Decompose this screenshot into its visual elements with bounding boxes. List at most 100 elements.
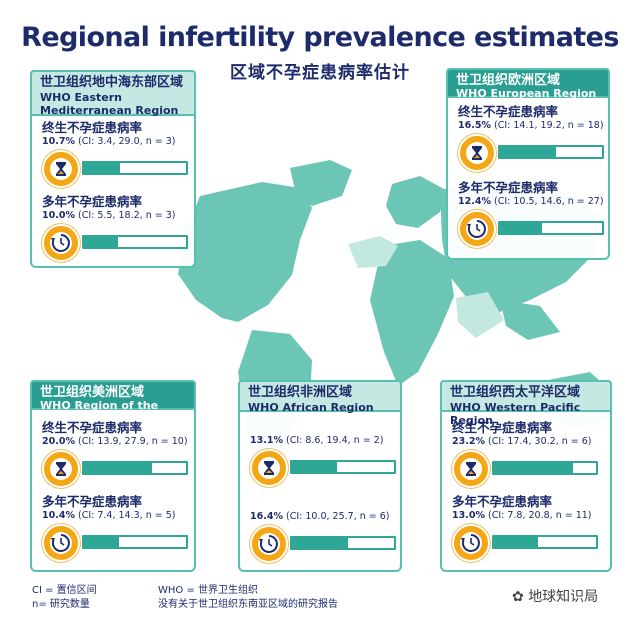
lifetime-stat: 终生不孕症患病率 10.7% (CI: 3.4, 29.0, n = 3) (42, 120, 188, 190)
stat-label: 多年不孕症患病率 (458, 180, 559, 195)
lifetime-stat: 终生不孕症患病率 20.0% (CI: 13.9, 27.9, n = 10) (42, 420, 188, 490)
region-header: 世卫组织欧洲区域 (446, 68, 610, 98)
stat-ci: (CI: 10.5, 14.6, n = 27) (494, 196, 604, 207)
region-name-en: WHO African Region (248, 401, 374, 414)
footnote-ci: CI = 置信区间 (32, 585, 97, 596)
lifetime-stat: 13.1% (CI: 8.6, 19.4, n = 2) (250, 434, 396, 489)
lifetime-stat: 终生不孕症患病率 23.2% (CI: 17.4, 30.2, n = 6) (452, 420, 602, 490)
region-header: 世卫组织地中海东部区域 WHO Eastern Mediterranean Re… (30, 70, 196, 117)
map-greenland (290, 160, 352, 206)
page-title: Regional infertility prevalence estimate… (21, 22, 619, 53)
wechat-icon: ✿ (512, 589, 524, 605)
stat-values: 16.5% (CI: 14.1, 19.2, n = 18) (458, 119, 604, 132)
region-card-americas: 世卫组织美洲区域 WHO Region of the Americas 终生不孕… (30, 380, 196, 572)
stat-label: 终生不孕症患病率 (42, 120, 143, 135)
prevalence-bar (492, 461, 598, 475)
page-subtitle: 区域不孕症患病率估计 (230, 63, 410, 83)
stat-percent: 16.5% (458, 120, 491, 131)
prevalence-bar (82, 161, 188, 175)
prevalence-bar-fill (292, 538, 348, 548)
region-name-zh: 世卫组织美洲区域 (40, 385, 145, 400)
stat-values: 13.0% (CI: 7.8, 20.8, n = 11) (452, 509, 602, 522)
stat-values: 16.4% (CI: 10.0, 25.7, n = 6) (250, 510, 392, 523)
footnote-notes: WHO = 世界卫生组织 没有关于世卫组织东南亚区域的研究报告 (158, 584, 338, 612)
map-europe (386, 176, 446, 228)
stat-values: 10.4% (CI: 7.4, 14.3, n = 5) (42, 509, 186, 522)
stat-ci: (CI: 7.8, 20.8, n = 11) (488, 510, 592, 521)
footnote-n: n= 研究数量 (32, 599, 90, 610)
region-name-zh: 世卫组织西太平洋区域 (450, 385, 581, 400)
prevalence-bar (290, 460, 396, 474)
stat-ci: (CI: 10.0, 25.7, n = 6) (286, 511, 390, 522)
stat-percent: 13.1% (250, 435, 283, 446)
region-card-eastern-mediterranean: 世卫组织地中海东部区域 WHO Eastern Mediterranean Re… (30, 70, 196, 268)
stat-ci: (CI: 8.6, 19.4, n = 2) (286, 435, 384, 446)
stat-percent: 16.4% (250, 511, 283, 522)
hourglass-icon (42, 450, 80, 488)
prevalence-bar-fill (84, 163, 121, 173)
prevalence-bar-fill (500, 147, 557, 157)
region-name-zh: 世卫组织欧洲区域 (456, 73, 561, 88)
stat-values: 20.0% (CI: 13.9, 27.9, n = 10) (42, 435, 188, 448)
prevalence-bar-fill (494, 463, 573, 473)
stat-ci: (CI: 13.9, 27.9, n = 10) (78, 436, 188, 447)
stat-percent: 10.7% (42, 136, 75, 147)
prevalence-bar-fill (500, 223, 543, 233)
watermark-text: 地球知识局 (528, 589, 599, 605)
stat-values: 23.2% (CI: 17.4, 30.2, n = 6) (452, 435, 602, 448)
clock-cycle-icon (42, 224, 80, 262)
multi-year-stat: 多年不孕症患病率 13.0% (CI: 7.8, 20.8, n = 11) (452, 494, 602, 564)
map-africa (370, 240, 454, 386)
region-name-en: WHO Eastern Mediterranean Region (40, 91, 179, 117)
stat-percent: 12.4% (458, 196, 491, 207)
prevalence-bar-fill (84, 237, 118, 247)
multi-year-stat: 多年不孕症患病率 10.4% (CI: 7.4, 14.3, n = 5) (42, 494, 188, 564)
multi-year-stat: 多年不孕症患病率 12.4% (CI: 10.5, 14.6, n = 27) (458, 180, 604, 250)
region-name-zh: 世卫组织非洲区域 (248, 385, 353, 400)
hourglass-icon (458, 134, 496, 172)
region-header: 世卫组织非洲区域 WHO African Region (238, 380, 402, 414)
clock-cycle-icon (42, 524, 80, 562)
prevalence-bar-fill (84, 537, 120, 547)
multi-year-stat: 16.4% (CI: 10.0, 25.7, n = 6) (250, 510, 396, 565)
footnote-abbreviations: CI = 置信区间 n= 研究数量 (32, 584, 97, 612)
prevalence-bar (82, 461, 188, 475)
stat-label: 终生不孕症患病率 (458, 104, 559, 119)
hourglass-icon (250, 449, 288, 487)
stat-values: 12.4% (CI: 10.5, 14.6, n = 27) (458, 195, 604, 208)
clock-cycle-icon (458, 210, 496, 248)
stat-label: 多年不孕症患病率 (452, 494, 553, 509)
watermark: ✿ 地球知识局 (512, 586, 598, 606)
stat-ci: (CI: 17.4, 30.2, n = 6) (488, 436, 592, 447)
hourglass-icon (452, 450, 490, 488)
multi-year-stat: 多年不孕症患病率 10.0% (CI: 5.5, 18.2, n = 3) (42, 194, 188, 264)
prevalence-bar (82, 535, 188, 549)
stat-values: 10.0% (CI: 5.5, 18.2, n = 3) (42, 209, 186, 222)
prevalence-bar-fill (494, 537, 539, 547)
map-southeast-asia (500, 300, 560, 340)
map-north-america (178, 182, 312, 322)
region-name-en: WHO Region of the Americas (40, 399, 159, 425)
region-card-western-pacific: 世卫组织西太平洋区域 WHO Western Pacific Region 终生… (440, 380, 612, 572)
stat-label: 终生不孕症患病率 (42, 420, 143, 435)
prevalence-bar (290, 536, 396, 550)
stat-percent: 10.0% (42, 210, 75, 221)
stat-percent: 10.4% (42, 510, 75, 521)
stat-label: 多年不孕症患病率 (42, 494, 143, 509)
prevalence-bar-fill (84, 463, 152, 473)
hourglass-icon (42, 150, 80, 188)
lifetime-stat: 终生不孕症患病率 16.5% (CI: 14.1, 19.2, n = 18) (458, 104, 604, 174)
prevalence-bar (492, 535, 598, 549)
stat-label: 终生不孕症患病率 (452, 420, 553, 435)
stat-values: 13.1% (CI: 8.6, 19.4, n = 2) (250, 434, 392, 447)
footnote-sea: 没有关于世卫组织东南亚区域的研究报告 (158, 599, 338, 610)
stat-ci: (CI: 14.1, 19.2, n = 18) (494, 120, 604, 131)
footnote-who: WHO = 世界卫生组织 (158, 585, 259, 596)
stat-values: 10.7% (CI: 3.4, 29.0, n = 3) (42, 135, 186, 148)
region-name-zh: 世卫组织地中海东部区域 (40, 75, 184, 90)
stat-ci: (CI: 7.4, 14.3, n = 5) (78, 510, 176, 521)
region-name-en: WHO European Region (456, 87, 597, 100)
stat-percent: 23.2% (452, 436, 485, 447)
region-card-african: 世卫组织非洲区域 WHO African Region 13.1% (CI: 8… (238, 380, 402, 572)
stat-label: 多年不孕症患病率 (42, 194, 143, 209)
